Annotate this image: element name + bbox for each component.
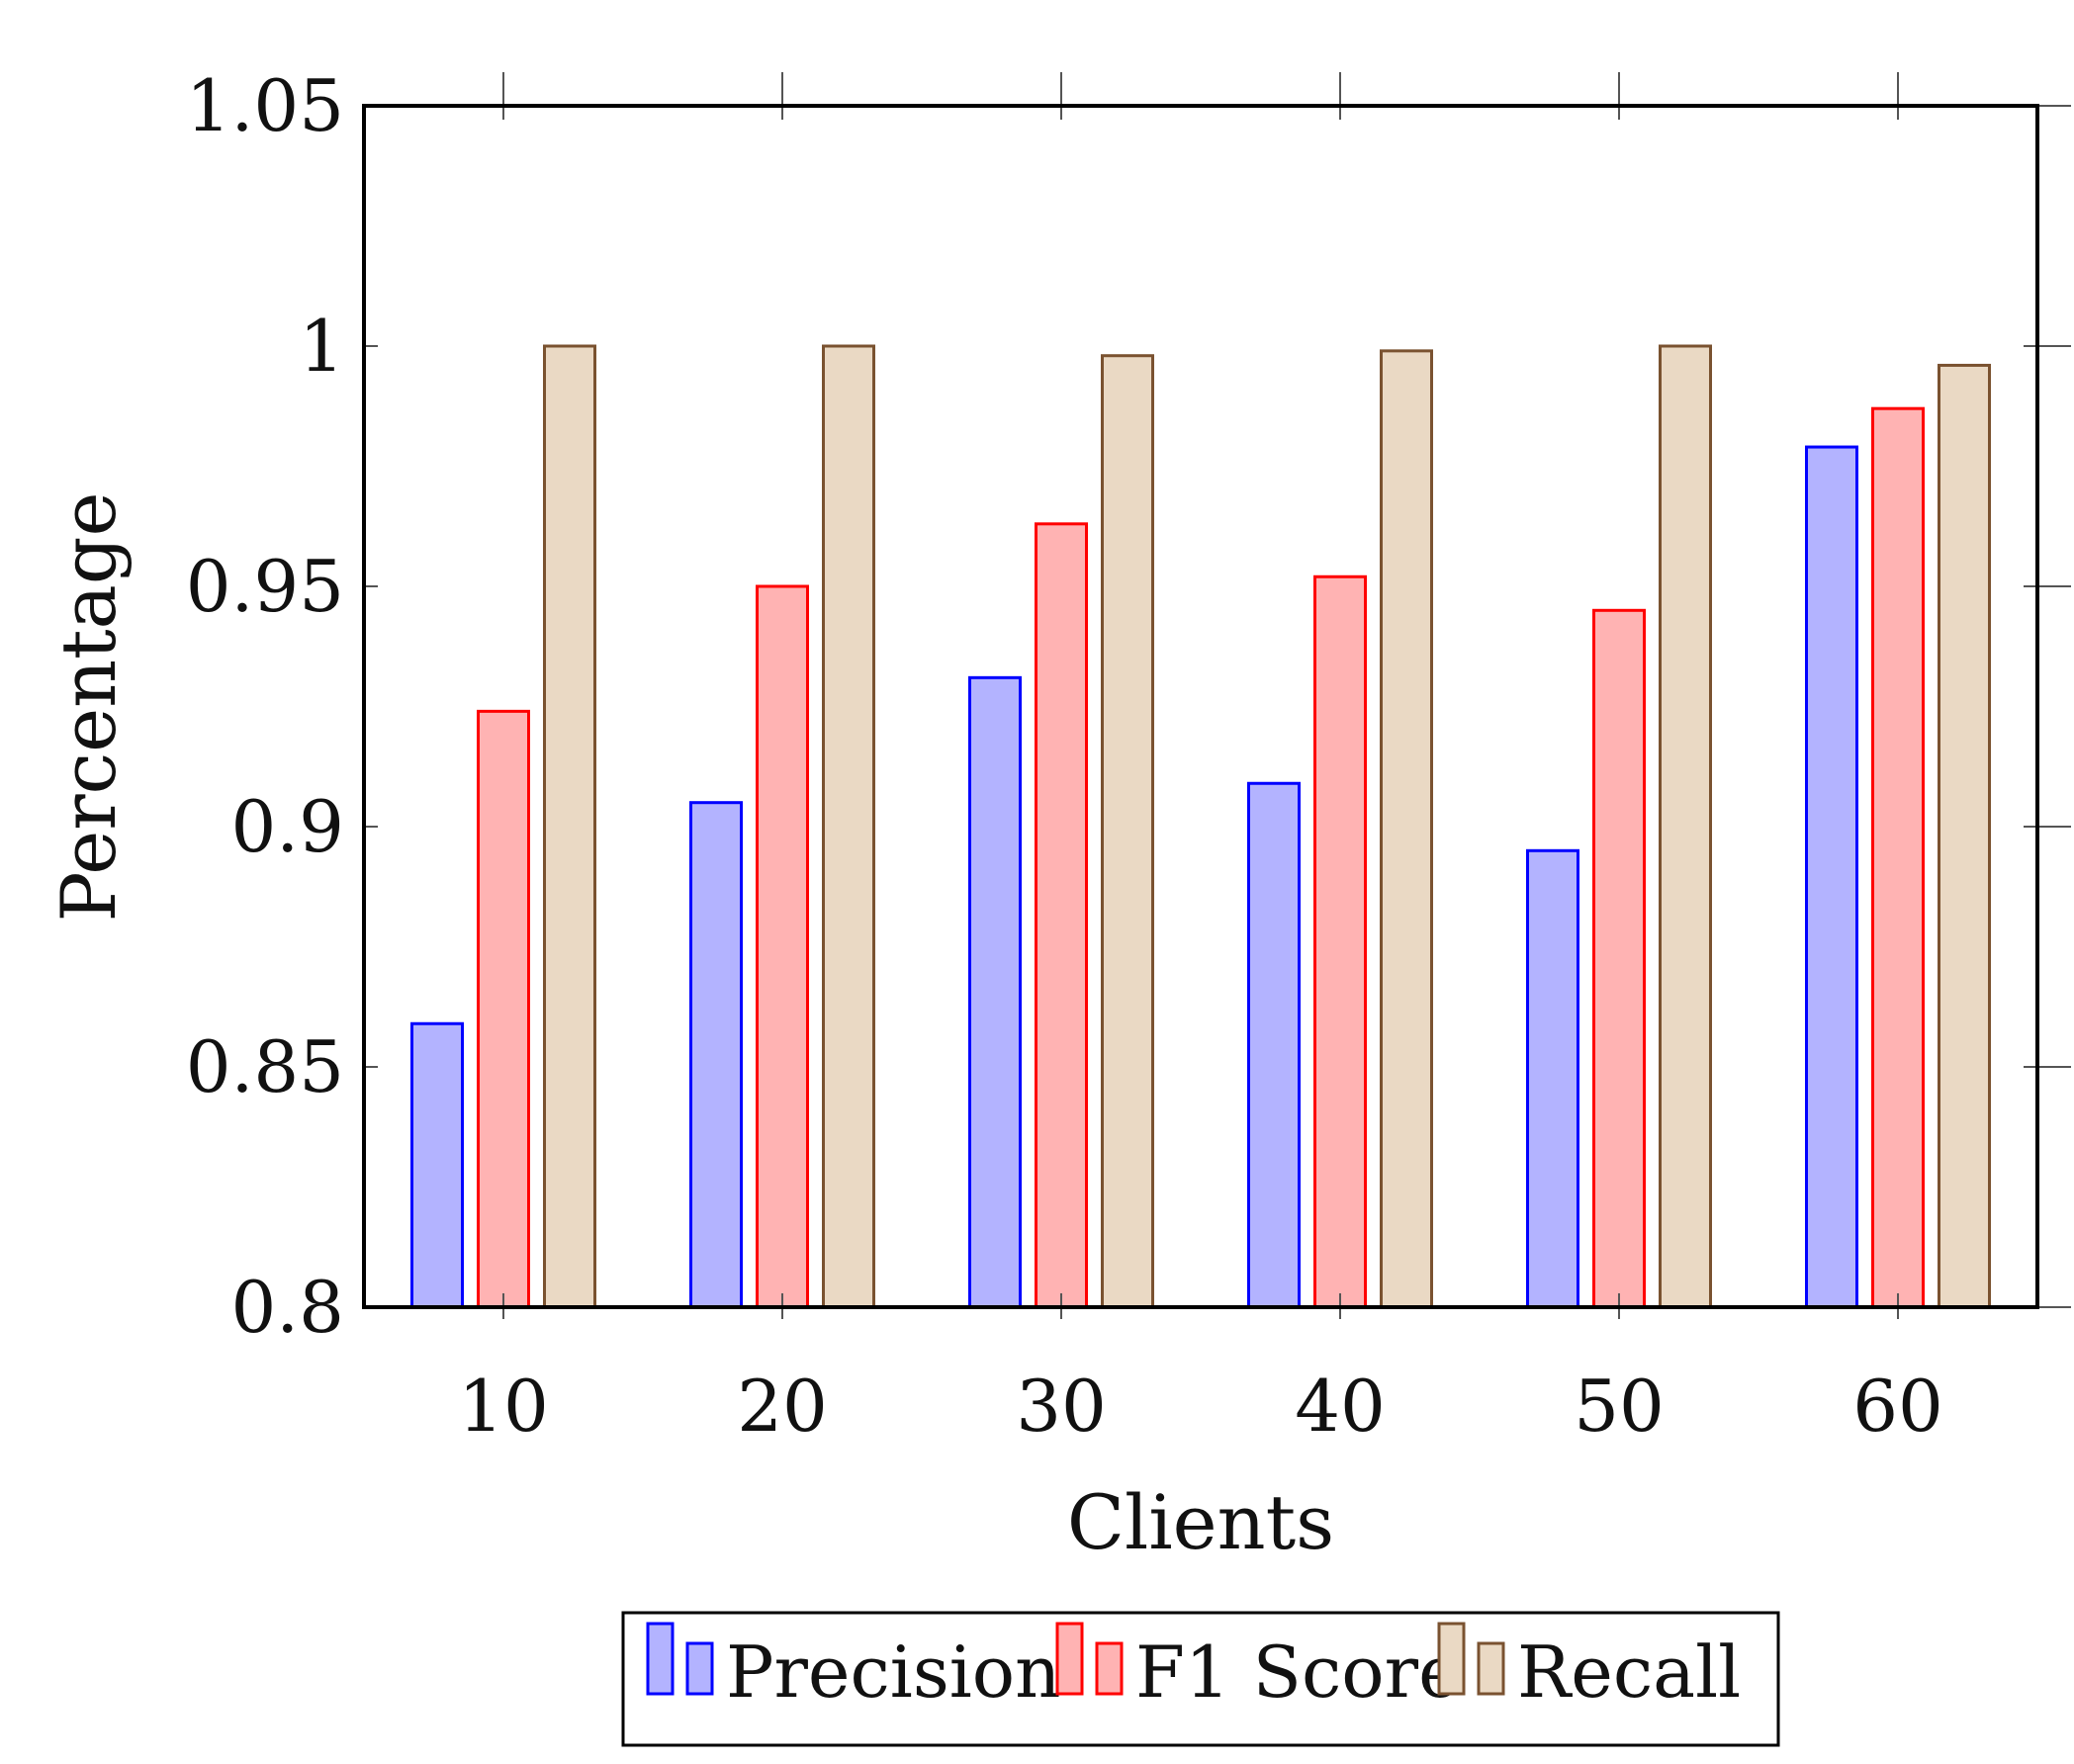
bar-precision-50 (1526, 848, 1579, 1309)
y-tick-label: 0.9 (230, 785, 344, 868)
bar-precision-10 (410, 1021, 464, 1309)
y-tick-label: 0.85 (186, 1025, 344, 1108)
bar-f1-score-60 (1871, 406, 1925, 1309)
plot-frame (362, 104, 2039, 1309)
legend-box (621, 1611, 1780, 1747)
bar-recall-50 (1659, 344, 1712, 1309)
bar-recall-40 (1380, 349, 1433, 1309)
y-tick-label: 1.05 (186, 64, 344, 147)
y-tick-label: 1 (299, 305, 344, 388)
bar-group (410, 344, 1991, 1309)
bar-f1-score-10 (477, 709, 530, 1309)
x-tick-label: 10 (458, 1365, 549, 1448)
bar-precision-60 (1805, 445, 1858, 1309)
bar-f1-score-40 (1313, 574, 1367, 1309)
x-tick-label: 30 (1016, 1365, 1107, 1448)
x-tick-label: 60 (1852, 1365, 1943, 1448)
legend: Precision F1 Score Recall (621, 1611, 1780, 1747)
bar-precision-30 (968, 675, 1022, 1309)
bar-f1-score-50 (1592, 608, 1646, 1309)
x-tick-label: 20 (737, 1365, 828, 1448)
x-tick-label: 40 (1295, 1365, 1386, 1448)
legend-swatch-precision (646, 1622, 675, 1696)
y-tick-label: 0.95 (186, 545, 344, 628)
bar-f1-score-30 (1035, 522, 1088, 1309)
legend-label-recall: Recall (1517, 1631, 1741, 1714)
legend-swatch-f1-score (1055, 1622, 1084, 1696)
bar-recall-20 (822, 344, 875, 1309)
y-tick-labels: 0.8 0.85 0.9 0.95 1 1.05 (186, 64, 344, 1349)
bar-precision-20 (689, 801, 743, 1309)
bar-recall-60 (1938, 363, 1991, 1309)
legend-swatch-recall (1477, 1641, 1505, 1696)
legend-swatch-recall (1437, 1622, 1466, 1696)
bar-f1-score-20 (756, 584, 809, 1309)
x-axis-title: Clients (1067, 1478, 1334, 1566)
legend-label-f1-score: F1 Score (1135, 1631, 1461, 1714)
legend-swatch-f1-score (1095, 1641, 1124, 1696)
legend-swatch-precision (685, 1641, 714, 1696)
bar-recall-30 (1101, 354, 1154, 1309)
x-tick-labels: 10 20 30 40 50 60 (458, 1365, 1943, 1448)
x-tick-label: 50 (1574, 1365, 1665, 1448)
bar-recall-10 (543, 344, 596, 1309)
y-tick-label: 0.8 (230, 1266, 344, 1349)
legend-label-precision: Precision (726, 1631, 1061, 1714)
y-axis-title: Percentage (45, 492, 133, 923)
bar-precision-40 (1247, 781, 1301, 1309)
